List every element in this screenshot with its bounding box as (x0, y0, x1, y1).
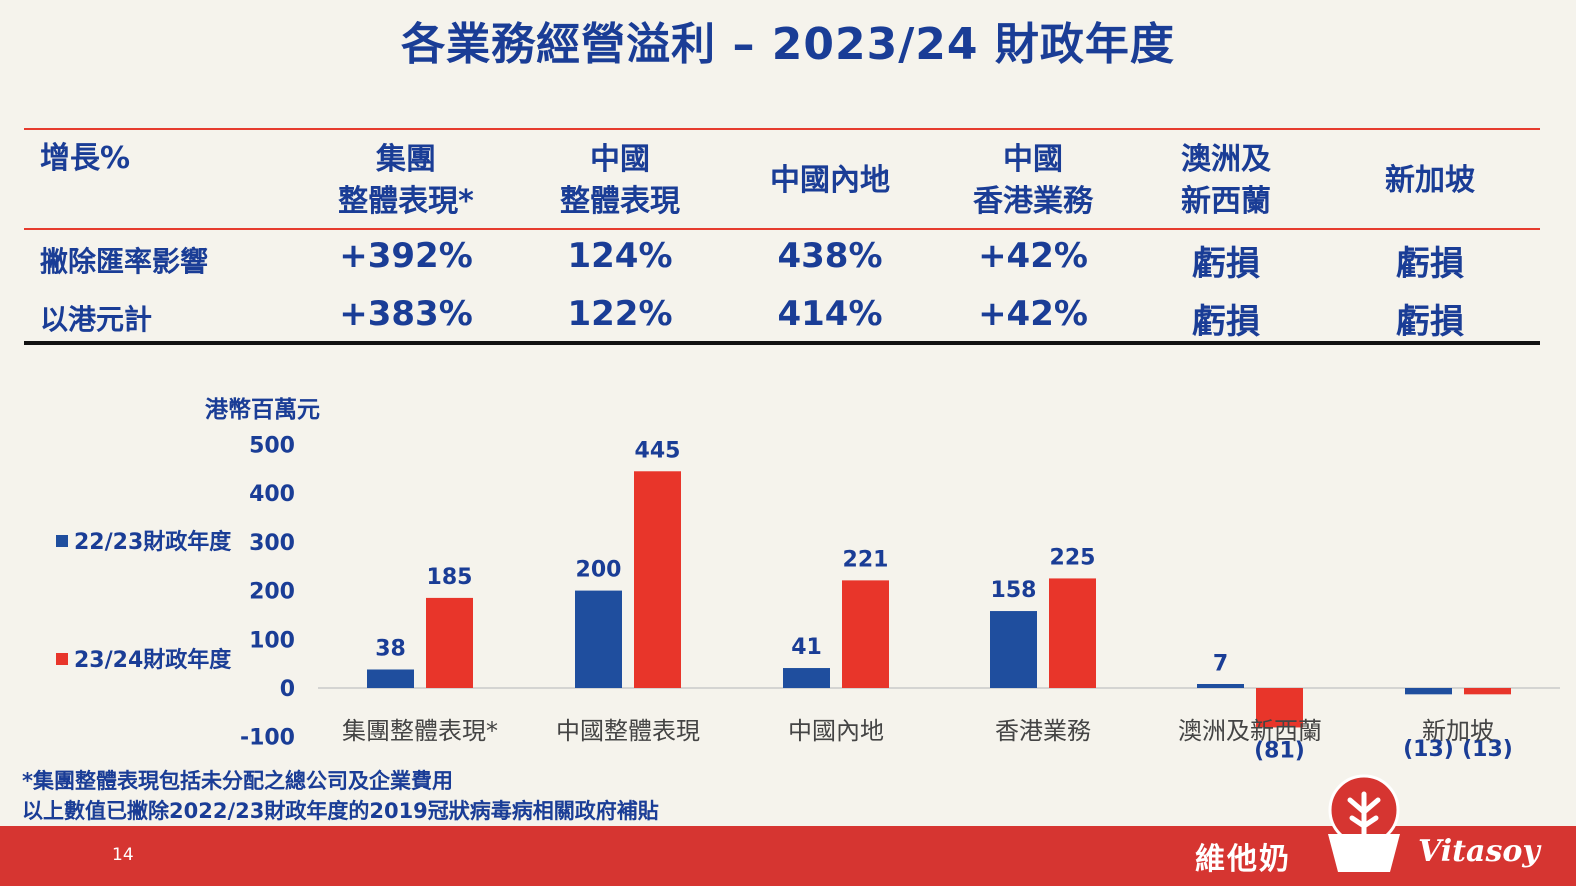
table-header-col-3: 中國 香港業務 (923, 136, 1143, 226)
table-cell: +383% (339, 294, 473, 334)
x-category-label: 澳洲及新西蘭 (1178, 717, 1322, 745)
table-cell: 虧損 (1192, 302, 1260, 342)
bar-2324 (1049, 578, 1096, 688)
y-tick-label: 100 (249, 628, 295, 653)
table-header-col-4: 澳洲及 新西蘭 (1116, 136, 1336, 226)
table-cell: 438% (777, 236, 883, 276)
table-header-line: 新加坡 (1385, 163, 1475, 198)
y-tick-label: 200 (249, 580, 295, 605)
table-header-line: 中國 (590, 142, 650, 177)
y-tick-label: 400 (249, 482, 295, 507)
bar-2324 (1464, 688, 1511, 695)
bar-2223 (367, 669, 414, 688)
bar-value-label: 158 (991, 578, 1037, 603)
table-cell: 虧損 (1396, 244, 1464, 284)
table-header-col-5: 新加坡 (1320, 136, 1540, 226)
x-category-label: 中國整體表現 (556, 717, 700, 745)
bar-2223 (783, 668, 830, 688)
legend-item-2223: 22/23財政年度 (56, 524, 231, 556)
x-category-label: 新加坡 (1422, 717, 1494, 745)
table-cell: 虧損 (1396, 302, 1464, 342)
table-header-line: 澳洲及 (1181, 142, 1271, 177)
table-corner-header: 增長% (40, 141, 131, 176)
table-header-col-2: 中國內地 (720, 136, 940, 226)
table-cell: 虧損 (1192, 244, 1260, 284)
table-bottom-rule (24, 341, 1540, 345)
bar-2324 (634, 471, 681, 688)
footer-bar (0, 826, 1576, 886)
bar-2223 (990, 611, 1037, 688)
table-cell: +42% (978, 236, 1088, 276)
x-category-label: 集團整體表現* (342, 717, 498, 745)
bar-value-label: 41 (791, 635, 822, 660)
table-header-col-1: 中國 整體表現 (510, 136, 730, 226)
bar-2324 (1256, 688, 1303, 728)
table-header-line: 中國內地 (770, 163, 890, 198)
table-cell: 414% (777, 294, 883, 334)
table-header-line: 香港業務 (973, 184, 1093, 219)
bar-value-label: (13) (1462, 737, 1513, 762)
legend-label-2324: 23/24財政年度 (74, 648, 232, 673)
table-row-label: 以港元計 (40, 303, 153, 336)
table-header-line: 集團 (375, 142, 436, 177)
table-cell: +392% (339, 236, 473, 276)
bar-value-label: (81) (1254, 738, 1305, 763)
legend-item-2324: 23/24財政年度 (56, 642, 231, 674)
bar-chart: 500 400 300 200 100 0 -100 38 200 41 158 7 (13) 185 44… (240, 434, 1560, 763)
bar-value-label: 225 (1050, 545, 1096, 570)
bar-value-label: 445 (635, 438, 681, 463)
bar-value-label: 200 (576, 558, 622, 583)
table-cell: 124% (567, 236, 673, 276)
table-header-line: 中國 (1003, 142, 1063, 177)
table-cell: 122% (567, 294, 673, 334)
bar-2223 (575, 590, 622, 688)
table-header-rule (24, 228, 1540, 230)
bar-value-label: (13) (1403, 737, 1454, 762)
legend-swatch-2223 (56, 535, 68, 547)
table-top-rule (24, 128, 1540, 130)
table-header-col-0: 集團整體表現* (296, 136, 516, 226)
brand-name-english: Vitasoy (1418, 834, 1540, 869)
table-header-line: 整體表現* (338, 184, 474, 219)
y-tick-label: -100 (240, 726, 295, 751)
legend-swatch-2324 (56, 653, 68, 665)
y-axis-unit-label: 港幣百萬元 (205, 397, 320, 423)
y-tick-label: 300 (249, 531, 295, 556)
bar-value-label: 38 (375, 636, 406, 661)
bar-value-label: 221 (843, 547, 889, 572)
brand-name-chinese: 維他奶 (1195, 842, 1291, 877)
table-cell: +42% (978, 294, 1088, 334)
bar-value-label: 185 (427, 565, 473, 590)
legend-label-2223: 22/23財政年度 (74, 530, 232, 555)
bar-2223 (1197, 684, 1244, 688)
bar-2324 (842, 580, 889, 688)
x-category-label: 中國內地 (788, 717, 884, 745)
footnote-1: *集團整體表現包括未分配之總公司及企業費用 (22, 769, 453, 793)
bar-2324 (426, 597, 473, 688)
y-tick-label: 0 (280, 677, 295, 702)
page-title: 各業務經營溢利 – 2023/24 財政年度 (401, 19, 1175, 70)
x-category-label: 香港業務 (995, 717, 1091, 745)
page-number: 14 (112, 845, 134, 865)
table-row-label: 撇除匯率影響 (40, 245, 209, 278)
y-tick-label: 500 (249, 434, 295, 459)
footnote-2: 以上數值已撇除2022/23財政年度的2019冠狀病毒病相關政府補貼 (22, 799, 659, 823)
bar-2223 (1405, 688, 1452, 695)
bar-value-label: 7 (1213, 652, 1228, 677)
table-header-line: 新西蘭 (1181, 184, 1271, 219)
vitasoy-logo-icon (1328, 774, 1400, 872)
table-header-line: 整體表現 (560, 184, 680, 219)
